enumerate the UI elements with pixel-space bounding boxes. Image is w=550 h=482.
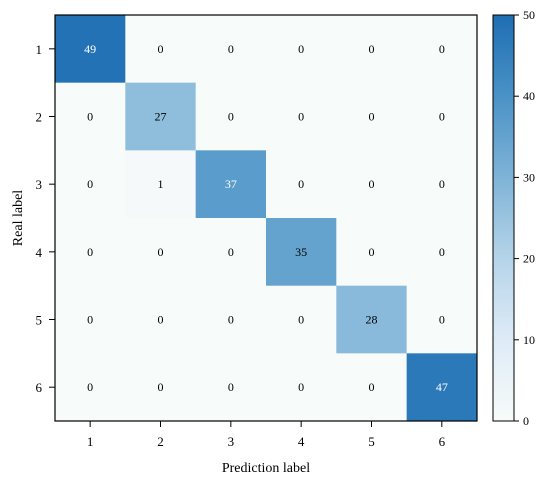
cell-value-label: 0 (87, 177, 93, 191)
cell-value-label: 28 (365, 313, 377, 327)
colorbar-tick-label: 30 (523, 170, 535, 184)
y-tick-label: 6 (36, 380, 43, 395)
heatmap-cell (265, 82, 337, 151)
x-tick-label: 6 (439, 434, 446, 449)
heatmap-cell (406, 82, 478, 151)
heatmap-cell (336, 285, 408, 354)
y-tick-label: 3 (36, 177, 43, 192)
x-axis-ticks: 1 2 3 4 5 6 (87, 421, 446, 449)
heatmap-cell (195, 353, 267, 422)
cell-value-label: 0 (228, 380, 234, 394)
heatmap-cell (125, 150, 197, 219)
heatmap-cell (55, 82, 126, 151)
cell-value-label: 0 (87, 380, 93, 394)
x-axis-title: Prediction label (222, 461, 310, 476)
cell-value-label: 0 (368, 42, 374, 56)
cell-value-label: 1 (157, 177, 163, 191)
cell-value-label: 0 (228, 245, 234, 259)
heatmap-cell (55, 15, 126, 84)
heatmap-cell (55, 218, 126, 287)
heatmap-cell (336, 218, 408, 287)
cell-value-label: 0 (157, 42, 163, 56)
cell-value-label: 0 (298, 110, 304, 124)
heatmap-cell (195, 285, 267, 354)
cell-value-label: 0 (298, 313, 304, 327)
cell-value-label: 27 (154, 110, 166, 124)
heatmap-cell (336, 15, 408, 84)
cell-value-label: 0 (228, 313, 234, 327)
y-tick-label: 1 (36, 42, 43, 57)
heatmap-cell (125, 15, 197, 84)
colorbar (492, 14, 515, 422)
heatmap-cell (265, 150, 337, 219)
cell-value-label: 0 (368, 110, 374, 124)
cell-value-label: 0 (368, 177, 374, 191)
heatmap-cell (336, 82, 408, 151)
plot-frame (54, 14, 478, 422)
cell-value-label: 0 (157, 245, 163, 259)
cell-value-label: 0 (157, 313, 163, 327)
cell-value-label: 0 (439, 245, 445, 259)
colorbar-tick-label: 40 (523, 89, 535, 103)
y-tick-label: 5 (36, 313, 43, 328)
heatmap-cell (265, 353, 337, 422)
y-tick-label: 2 (36, 110, 43, 125)
cell-value-label: 0 (87, 110, 93, 124)
x-tick-label: 4 (298, 434, 305, 449)
heatmap-cell (55, 353, 126, 422)
y-axis-ticks: 1 2 3 4 5 6 (36, 42, 55, 395)
colorbar-tick-label: 0 (523, 414, 529, 428)
cell-value-label: 0 (298, 177, 304, 191)
cell-value-label: 0 (298, 380, 304, 394)
heatmap-cell (125, 82, 197, 151)
cell-value-label: 0 (298, 42, 304, 56)
colorbar-tick-label: 10 (523, 333, 535, 347)
cell-value-label: 37 (225, 177, 237, 191)
cell-value-label: 47 (436, 380, 448, 394)
heatmap-cell (265, 15, 337, 84)
x-tick-label: 2 (157, 434, 164, 449)
heatmap-cell (125, 285, 197, 354)
cell-value-label: 0 (87, 313, 93, 327)
cell-value-label: 0 (439, 313, 445, 327)
heatmap-cell (406, 285, 478, 354)
heatmap-cell (195, 82, 267, 151)
cell-value-label: 35 (295, 245, 307, 259)
heatmap-cell (195, 15, 267, 84)
cell-value-label: 0 (439, 110, 445, 124)
x-tick-label: 5 (368, 434, 375, 449)
colorbar-tick-label: 20 (523, 252, 535, 266)
cell-value-label: 0 (87, 245, 93, 259)
heatmap-cell (406, 353, 478, 422)
cell-value-label: 0 (368, 245, 374, 259)
cell-value-label: 0 (368, 380, 374, 394)
cell-value-label: 0 (228, 110, 234, 124)
heatmap-cell (406, 218, 478, 287)
heatmap-cell (406, 150, 478, 219)
heatmap-cell (55, 285, 126, 354)
heatmap-cells: 49 0 0 0 0 0 0 27 0 0 0 0 0 1 37 0 0 0 0 0 0 35 0 0 0 0 0 0 28 0 0 0 0 0 0… (55, 15, 478, 422)
y-tick-label: 4 (36, 245, 43, 260)
heatmap-cell (125, 353, 197, 422)
x-tick-label: 1 (87, 434, 94, 449)
heatmap-cell (195, 218, 267, 287)
cell-value-label: 49 (84, 42, 96, 56)
cell-value-label: 0 (157, 380, 163, 394)
colorbar-ticks: 0 10 20 30 40 50 (514, 8, 535, 428)
heatmap-cell (336, 150, 408, 219)
cell-value-label: 0 (439, 177, 445, 191)
x-tick-label: 3 (228, 434, 235, 449)
cell-value-label: 0 (439, 42, 445, 56)
heatmap-cell (265, 218, 337, 287)
heatmap-cell (195, 150, 267, 219)
cell-value-label: 0 (228, 42, 234, 56)
y-axis-title: Real label (11, 190, 26, 246)
heatmap-cell (55, 150, 126, 219)
heatmap-cell (125, 218, 197, 287)
heatmap-cell (265, 285, 337, 354)
heatmap-cell (336, 353, 408, 422)
heatmap-cell (406, 15, 478, 84)
colorbar-tick-label: 50 (523, 8, 535, 22)
